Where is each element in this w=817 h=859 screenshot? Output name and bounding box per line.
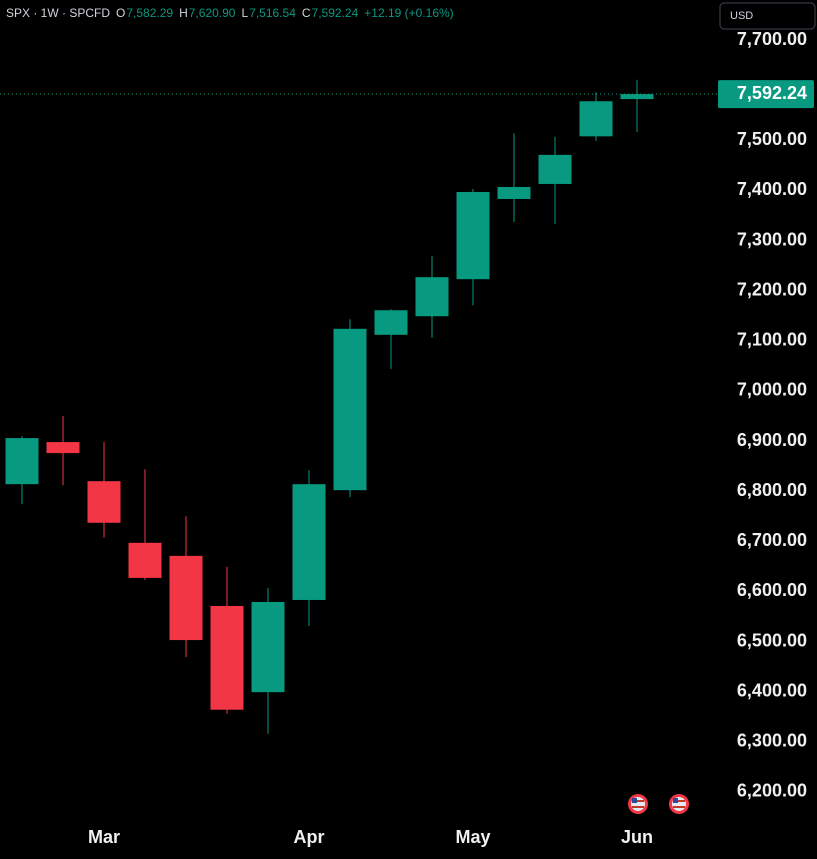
ohlc-key: H	[179, 6, 188, 20]
y-tick-label: 6,900.00	[737, 430, 807, 450]
y-tick-label: 7,500.00	[737, 129, 807, 149]
candle-body	[374, 310, 408, 335]
ohlc-key: L	[241, 6, 248, 20]
y-tick-label: 7,700.00	[737, 29, 807, 49]
candle-body	[210, 605, 244, 710]
change: +12.19 (+0.16%)	[364, 6, 453, 20]
currency-button[interactable]	[719, 2, 816, 30]
y-tick-label: 6,500.00	[737, 630, 807, 650]
x-tick-label: May	[455, 827, 490, 847]
y-tick-label: 6,200.00	[737, 781, 807, 801]
candle-body	[46, 442, 80, 454]
x-tick-label: Mar	[88, 827, 120, 847]
candle-body	[415, 277, 449, 317]
ohlc-value: 7,516.54	[249, 6, 296, 20]
candle-body	[333, 328, 367, 491]
ohlc-value: 7,582.29	[126, 6, 173, 20]
header: SPX · 1W · SPCFD O 7,582.29 H 7,620.90 L 7,516…	[6, 6, 454, 20]
y-tick-label: 7,400.00	[737, 179, 807, 199]
candle-body	[87, 481, 121, 523]
candle-body	[620, 94, 654, 100]
y-tick-label: 6,700.00	[737, 530, 807, 550]
last-price-label: 7,592.24	[737, 83, 807, 103]
y-tick-label: 6,600.00	[737, 580, 807, 600]
y-tick-label: 6,800.00	[737, 480, 807, 500]
candle-body	[128, 542, 162, 578]
candle-body	[497, 186, 531, 199]
y-tick-label: 7,000.00	[737, 380, 807, 400]
ohlc-key: O	[116, 6, 125, 20]
y-tick-label: 7,200.00	[737, 279, 807, 299]
event-icon[interactable]	[628, 794, 648, 814]
candle-body	[538, 154, 572, 184]
ohlc-value: 7,592.24	[312, 6, 359, 20]
symbol: SPX · 1W · SPCFD	[6, 6, 110, 20]
candle-body	[5, 438, 39, 485]
ohlc-value: 7,620.90	[189, 6, 236, 20]
candle-body	[456, 191, 490, 280]
currency-label: USD	[730, 10, 753, 22]
candle-body	[579, 101, 613, 137]
y-tick-label: 7,100.00	[737, 330, 807, 350]
candle-body	[292, 484, 326, 600]
candle-body	[251, 601, 285, 693]
last-price-box	[718, 80, 814, 109]
y-tick-label: 7,300.00	[737, 229, 807, 249]
y-tick-label: 6,400.00	[737, 680, 807, 700]
y-tick-label: 6,300.00	[737, 731, 807, 751]
x-tick-label: Jun	[621, 827, 653, 847]
event-icon[interactable]	[669, 794, 689, 814]
candle-body	[169, 555, 203, 641]
x-tick-label: Apr	[294, 827, 325, 847]
ohlc-key: C	[302, 6, 311, 20]
